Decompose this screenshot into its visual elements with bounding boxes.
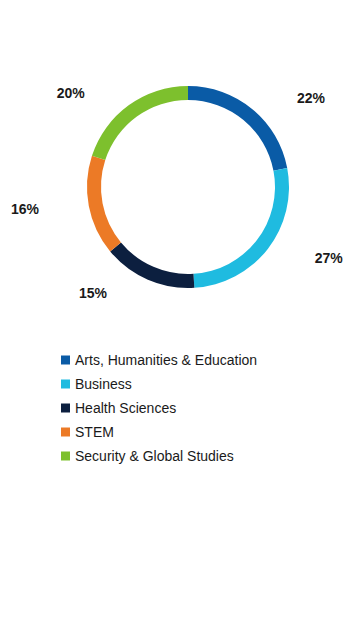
svg-text:22%: 22%	[297, 90, 326, 106]
svg-text:Arts, Humanities & Education: Arts, Humanities & Education	[75, 352, 257, 368]
svg-text:Health Sciences: Health Sciences	[75, 400, 176, 416]
svg-text:Business: Business	[75, 376, 132, 392]
svg-text:Security & Global Studies: Security & Global Studies	[75, 448, 234, 464]
svg-text:27%: 27%	[315, 250, 344, 266]
svg-text:STEM: STEM	[75, 424, 114, 440]
svg-text:20%: 20%	[57, 85, 86, 101]
svg-text:16%: 16%	[11, 201, 40, 217]
svg-text:15%: 15%	[79, 285, 108, 301]
